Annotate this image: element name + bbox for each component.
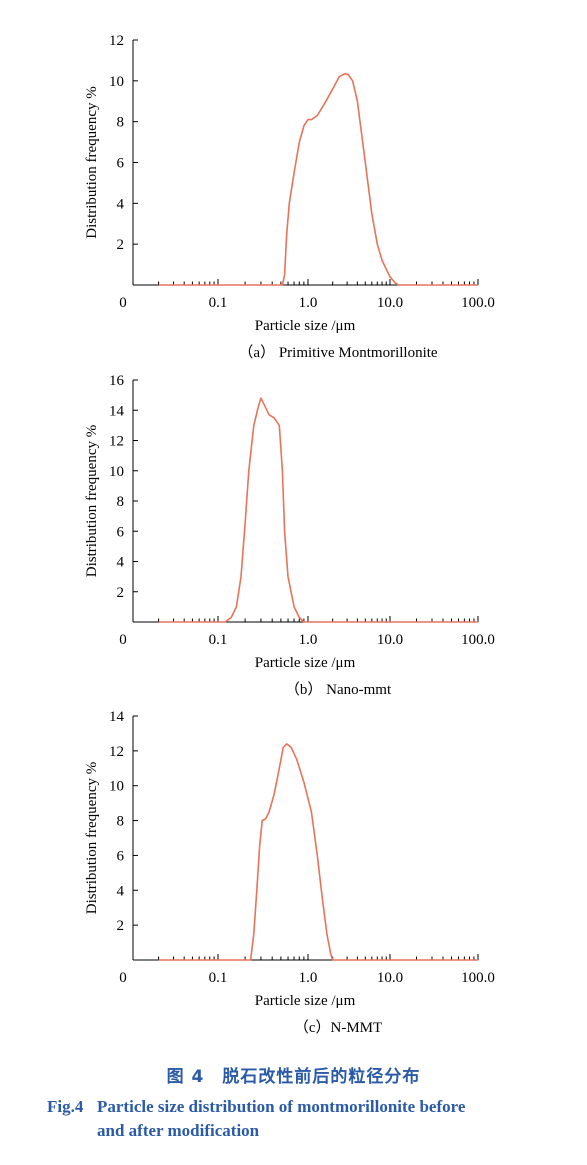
x-tick-label: 0 (119, 632, 127, 648)
y-tick-label: 2 (117, 918, 125, 934)
figure-label: Fig.4 (47, 1097, 84, 1116)
y-tick-label: 4 (117, 883, 125, 899)
y-tick-label: 8 (117, 494, 125, 510)
x-tick-label: 1.0 (299, 632, 318, 648)
x-tick-label: 0.1 (209, 295, 228, 311)
x-axis-label: Particle size /μm (255, 655, 356, 671)
y-tick-label: 12 (109, 434, 124, 450)
caption-line-1: Particle size distribution of montmorill… (97, 1097, 466, 1116)
y-tick-label: 16 (109, 373, 125, 389)
panel-b: 2 4 6 8 10 12 14 16 0 0.1 1.0 10.0 100.0 Particle siz… (84, 373, 495, 698)
y-tick-label: 2 (117, 237, 125, 253)
panel-subcaption: （c）N-MMT (294, 1019, 382, 1036)
x-tick-label: 10.0 (377, 295, 403, 311)
panel-subcaption: （b） Nano-mmt (285, 681, 392, 698)
panel-a: 2 4 6 8 10 12 0 0.1 1.0 10.0 100.0 Particle size /μ… (84, 33, 495, 361)
x-tick-label: 1.0 (299, 295, 318, 311)
y-axis-label: Distribution frequency % (84, 425, 100, 577)
x-tick-label: 100.0 (461, 632, 495, 648)
y-axis-label: Distribution frequency % (84, 86, 100, 238)
x-axis-label: Particle size /μm (255, 318, 356, 334)
y-tick-label: 4 (117, 196, 125, 212)
x-tick-label: 100.0 (461, 970, 495, 986)
panel-subcaption: （a） Primitive Montmorillonite (238, 344, 437, 361)
y-tick-label: 6 (117, 848, 125, 864)
x-tick-label: 10.0 (377, 632, 403, 648)
x-axis-label: Particle size /μm (255, 993, 356, 1009)
y-tick-label: 4 (117, 555, 125, 571)
y-tick-label: 12 (109, 744, 124, 760)
y-tick-label: 6 (117, 156, 125, 172)
panel-c: 2 4 6 8 10 12 14 0 0.1 1.0 10.0 100.0 Particle size … (84, 709, 495, 1036)
figure-caption-english: Fig.4 Particle size distribution of montm… (47, 1095, 547, 1143)
x-tick-label: 0 (119, 295, 127, 311)
x-tick-label: 0 (119, 970, 127, 986)
x-tick-label: 10.0 (377, 970, 403, 986)
distribution-curve (158, 397, 478, 623)
y-tick-label: 8 (117, 814, 125, 830)
x-tick-label: 0.1 (209, 970, 228, 986)
x-tick-label: 100.0 (461, 295, 495, 311)
y-tick-label: 10 (109, 779, 124, 795)
y-tick-label: 8 (117, 115, 125, 131)
x-tick-label: 0.1 (209, 632, 228, 648)
distribution-curve (158, 72, 478, 286)
y-tick-label: 12 (109, 33, 124, 49)
distribution-curve (158, 743, 478, 961)
y-tick-label: 2 (117, 585, 125, 601)
y-tick-label: 10 (109, 464, 124, 480)
x-tick-label: 1.0 (299, 970, 318, 986)
caption-line-2: and after modification (97, 1121, 260, 1140)
y-tick-label: 6 (117, 524, 125, 540)
y-tick-label: 14 (109, 403, 125, 419)
y-tick-label: 10 (109, 74, 124, 90)
y-axis-label: Distribution frequency % (84, 762, 100, 914)
figure-caption-chinese: 图 4 脱石改性前后的粒径分布 (166, 1067, 421, 1087)
y-tick-label: 14 (109, 709, 125, 725)
